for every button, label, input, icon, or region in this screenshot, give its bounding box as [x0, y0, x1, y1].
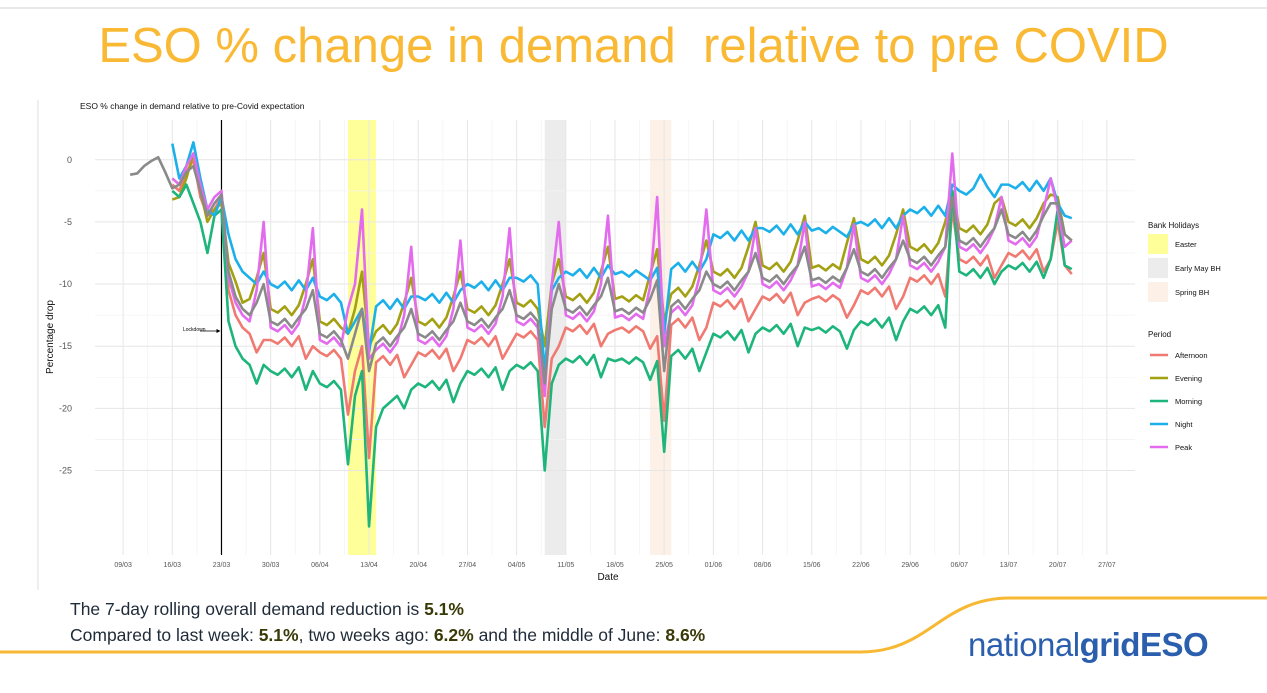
- y-tick-label: -15: [59, 341, 72, 351]
- series-line: [171, 152, 1073, 398]
- x-tick-label: 20/04: [409, 562, 427, 569]
- x-tick-label: 13/04: [360, 562, 378, 569]
- y-tick-label: -10: [59, 279, 72, 289]
- footer-value: 5.1%: [258, 625, 299, 645]
- legend-label: Peak: [1175, 443, 1192, 452]
- x-tick-label: 01/06: [705, 562, 723, 569]
- legend-title: Period: [1148, 330, 1171, 339]
- legend-swatch: [1148, 282, 1168, 302]
- x-tick-label: 25/05: [655, 562, 673, 569]
- legend-label: Afternoon: [1175, 351, 1208, 360]
- x-tick-label: 29/06: [901, 562, 919, 569]
- y-tick-label: -5: [64, 217, 72, 227]
- legend-title: Bank Holidays: [1148, 221, 1199, 230]
- y-axis-label: Percentage drop: [45, 300, 56, 374]
- x-tick-label: 16/03: [164, 562, 182, 569]
- x-tick-label: 06/04: [311, 562, 329, 569]
- series-line: [171, 158, 1073, 460]
- series-line: [129, 155, 1073, 385]
- x-tick-label: 13/07: [1000, 562, 1018, 569]
- x-tick-label: 27/07: [1098, 562, 1116, 569]
- footer-line: Compared to last week: 5.1%, two weeks a…: [70, 622, 705, 648]
- footer-value: 6.2%: [433, 625, 474, 645]
- footer-line: The 7-day rolling overall demand reducti…: [70, 596, 705, 622]
- legend-label: Morning: [1175, 397, 1202, 406]
- swoosh: [0, 596, 1267, 654]
- x-tick-label: 23/03: [213, 562, 231, 569]
- logo-text: grid: [1079, 626, 1141, 663]
- x-tick-label: 04/05: [508, 562, 526, 569]
- x-tick-label: 18/05: [606, 562, 624, 569]
- footer-text: , two weeks ago:: [298, 625, 434, 645]
- x-tick-label: 11/05: [557, 562, 574, 569]
- legend-label: Spring BH: [1175, 288, 1209, 297]
- y-tick-label: -20: [59, 403, 72, 413]
- x-axis-label: Date: [597, 572, 619, 583]
- series-line: [171, 141, 1073, 373]
- logo: nationalgridESO: [968, 626, 1209, 664]
- legend-label: Early May BH: [1175, 264, 1221, 273]
- x-tick-label: 20/07: [1049, 562, 1067, 569]
- series-line: [171, 183, 1073, 528]
- x-tick-label: 09/03: [114, 562, 132, 569]
- footer-value: 8.6%: [665, 625, 706, 645]
- footer-text: Compared to last week:: [70, 625, 259, 645]
- x-tick-label: 08/06: [754, 562, 772, 569]
- logo-text: ESO: [1139, 626, 1209, 663]
- x-tick-label: 27/04: [459, 562, 477, 569]
- logo-text: national: [968, 626, 1080, 663]
- series-line: [171, 152, 1073, 348]
- legend-swatch: [1148, 234, 1168, 254]
- y-tick-label: 0: [67, 155, 72, 165]
- x-tick-label: 06/07: [951, 562, 969, 569]
- footer-text: The 7-day rolling overall demand reducti…: [70, 599, 425, 619]
- footer-value: 5.1%: [424, 599, 464, 619]
- chart: ESO % change in demand relative to pre-C…: [45, 101, 1221, 583]
- legend-label: Evening: [1175, 374, 1202, 383]
- annotation-arrowhead: [216, 329, 221, 333]
- x-tick-label: 30/03: [262, 562, 280, 569]
- x-tick-label: 22/06: [852, 562, 870, 569]
- y-tick-label: -25: [59, 465, 72, 475]
- legend-label: Night: [1175, 420, 1193, 429]
- chart-title: ESO % change in demand relative to pre-C…: [80, 101, 305, 111]
- slide-title: ESO % change in demand relative to pre C…: [98, 19, 1169, 73]
- footer: The 7-day rolling overall demand reducti…: [70, 596, 705, 648]
- legend-swatch: [1148, 258, 1168, 278]
- footer-text: and the middle of June:: [473, 625, 666, 645]
- legend-label: Easter: [1175, 240, 1197, 249]
- x-tick-label: 15/06: [803, 562, 821, 569]
- annotation: Lockdown: [183, 327, 206, 333]
